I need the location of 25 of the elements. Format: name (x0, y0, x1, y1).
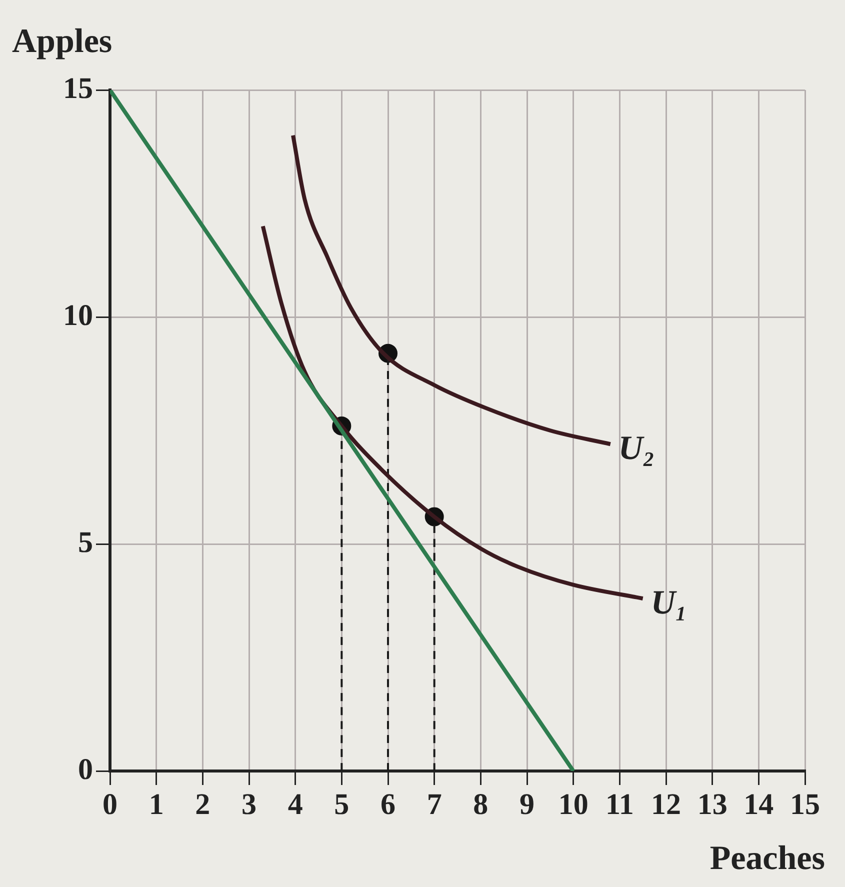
series-label: U₁ (650, 584, 688, 622)
x-tick-label: 5 (334, 788, 350, 821)
x-tick-label: 15 (790, 788, 820, 821)
y-tick-label: 0 (78, 752, 93, 786)
y-tick-label: 10 (63, 298, 93, 332)
x-tick-label: 10 (558, 788, 588, 821)
x-tick-label: 7 (426, 788, 442, 821)
x-tick-label: 3 (242, 788, 256, 821)
x-tick-label: 2 (195, 788, 210, 821)
y-axis-title: Apples (12, 22, 112, 60)
x-tick-label: 6 (380, 788, 396, 821)
x-tick-label: 11 (605, 788, 634, 821)
x-tick-label: 9 (520, 788, 534, 821)
x-tick-label: 12 (651, 788, 681, 821)
x-tick-label: 4 (288, 788, 303, 821)
series-label: U₂ (618, 430, 655, 467)
x-tick-label: 1 (148, 788, 164, 821)
y-tick-label: 5 (78, 526, 93, 559)
x-tick-label: 8 (473, 788, 488, 821)
x-tick-label: 13 (697, 788, 728, 821)
x-tick-label: 0 (102, 788, 118, 821)
x-tick-label: 14 (744, 788, 774, 821)
x-axis-title: Peaches (710, 840, 825, 877)
y-tick-label: 15 (63, 72, 93, 105)
line-series (291, 133, 612, 446)
